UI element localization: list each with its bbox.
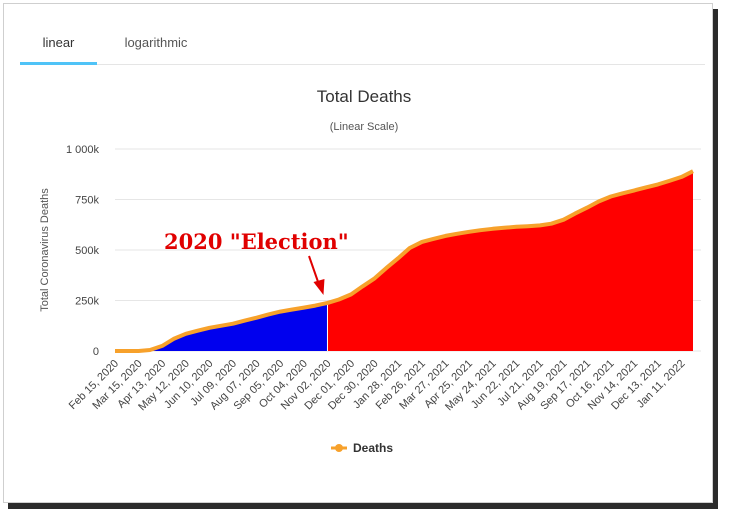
- y-tick-label: 750k: [75, 195, 99, 207]
- chart-subtitle: (Linear Scale): [330, 121, 398, 133]
- election-annotation: 2020 "Election": [164, 229, 349, 295]
- series-line: [115, 169, 694, 353]
- legend[interactable]: Deaths: [331, 441, 393, 455]
- y-axis-label: Total Coronavirus Deaths: [39, 188, 51, 312]
- y-tick-label: 1 000k: [66, 144, 100, 156]
- y-tick-label: 250k: [75, 296, 99, 308]
- annotation-label: 2020 "Election": [164, 229, 349, 254]
- annotation-arrow-head: [313, 279, 325, 295]
- legend-marker: [335, 444, 343, 452]
- scale-tabs: linear logarithmic: [20, 24, 705, 65]
- y-tick-label: 500k: [75, 245, 99, 257]
- area-after-election: [327, 171, 693, 351]
- chart-title: Total Deaths: [317, 87, 412, 106]
- y-tick-label: 0: [93, 346, 99, 358]
- tab-linear[interactable]: linear: [20, 24, 97, 65]
- legend-label: Deaths: [353, 441, 393, 455]
- y-ticks: 0 250k 500k 750k 1 000k: [66, 144, 100, 358]
- tab-logarithmic[interactable]: logarithmic: [124, 35, 188, 50]
- deaths-line: [115, 169, 694, 353]
